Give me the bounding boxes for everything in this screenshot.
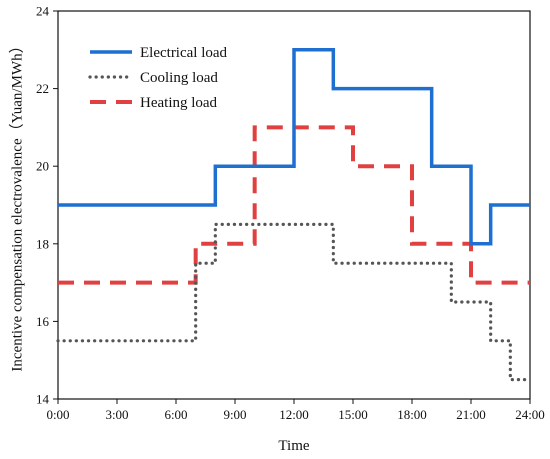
x-tick-label: 6:00 — [164, 407, 187, 422]
x-tick-label: 18:00 — [397, 407, 427, 422]
legend-label: Cooling load — [140, 70, 218, 86]
y-tick-label: 24 — [36, 4, 50, 19]
y-tick-label: 16 — [36, 314, 50, 329]
x-tick-label: 9:00 — [223, 407, 246, 422]
x-tick-label: 15:00 — [338, 407, 368, 422]
y-tick-label: 18 — [36, 236, 49, 251]
legend: Electrical load Cooling load Heating load — [88, 45, 228, 111]
x-tick-label: 24:00 — [515, 407, 545, 422]
x-axis-title: Time — [278, 438, 309, 454]
series-line-heating-load — [58, 125, 530, 285]
x-tick-label: 0:00 — [46, 407, 69, 422]
series-layer — [56, 48, 532, 382]
series-line-cooling-load — [56, 222, 532, 382]
y-tick-label: 14 — [36, 392, 50, 407]
x-axis-ticks: 0:00 3:00 6:00 9:00 12:00 15:00 18:00 21:00 24:0… — [46, 399, 545, 422]
y-axis-title: Incentive compensation electrovalence（Yu… — [8, 38, 25, 371]
y-axis-ticks: 14 16 18 20 22 24 — [36, 4, 58, 407]
legend-label: Heating load — [140, 95, 218, 111]
x-tick-label: 21:00 — [456, 407, 486, 422]
series-line-electrical-load — [58, 48, 530, 246]
y-tick-label: 20 — [36, 159, 49, 174]
x-tick-label: 12:00 — [279, 407, 309, 422]
y-tick-label: 22 — [36, 81, 49, 96]
x-tick-label: 3:00 — [105, 407, 128, 422]
legend-label: Electrical load — [140, 45, 228, 61]
